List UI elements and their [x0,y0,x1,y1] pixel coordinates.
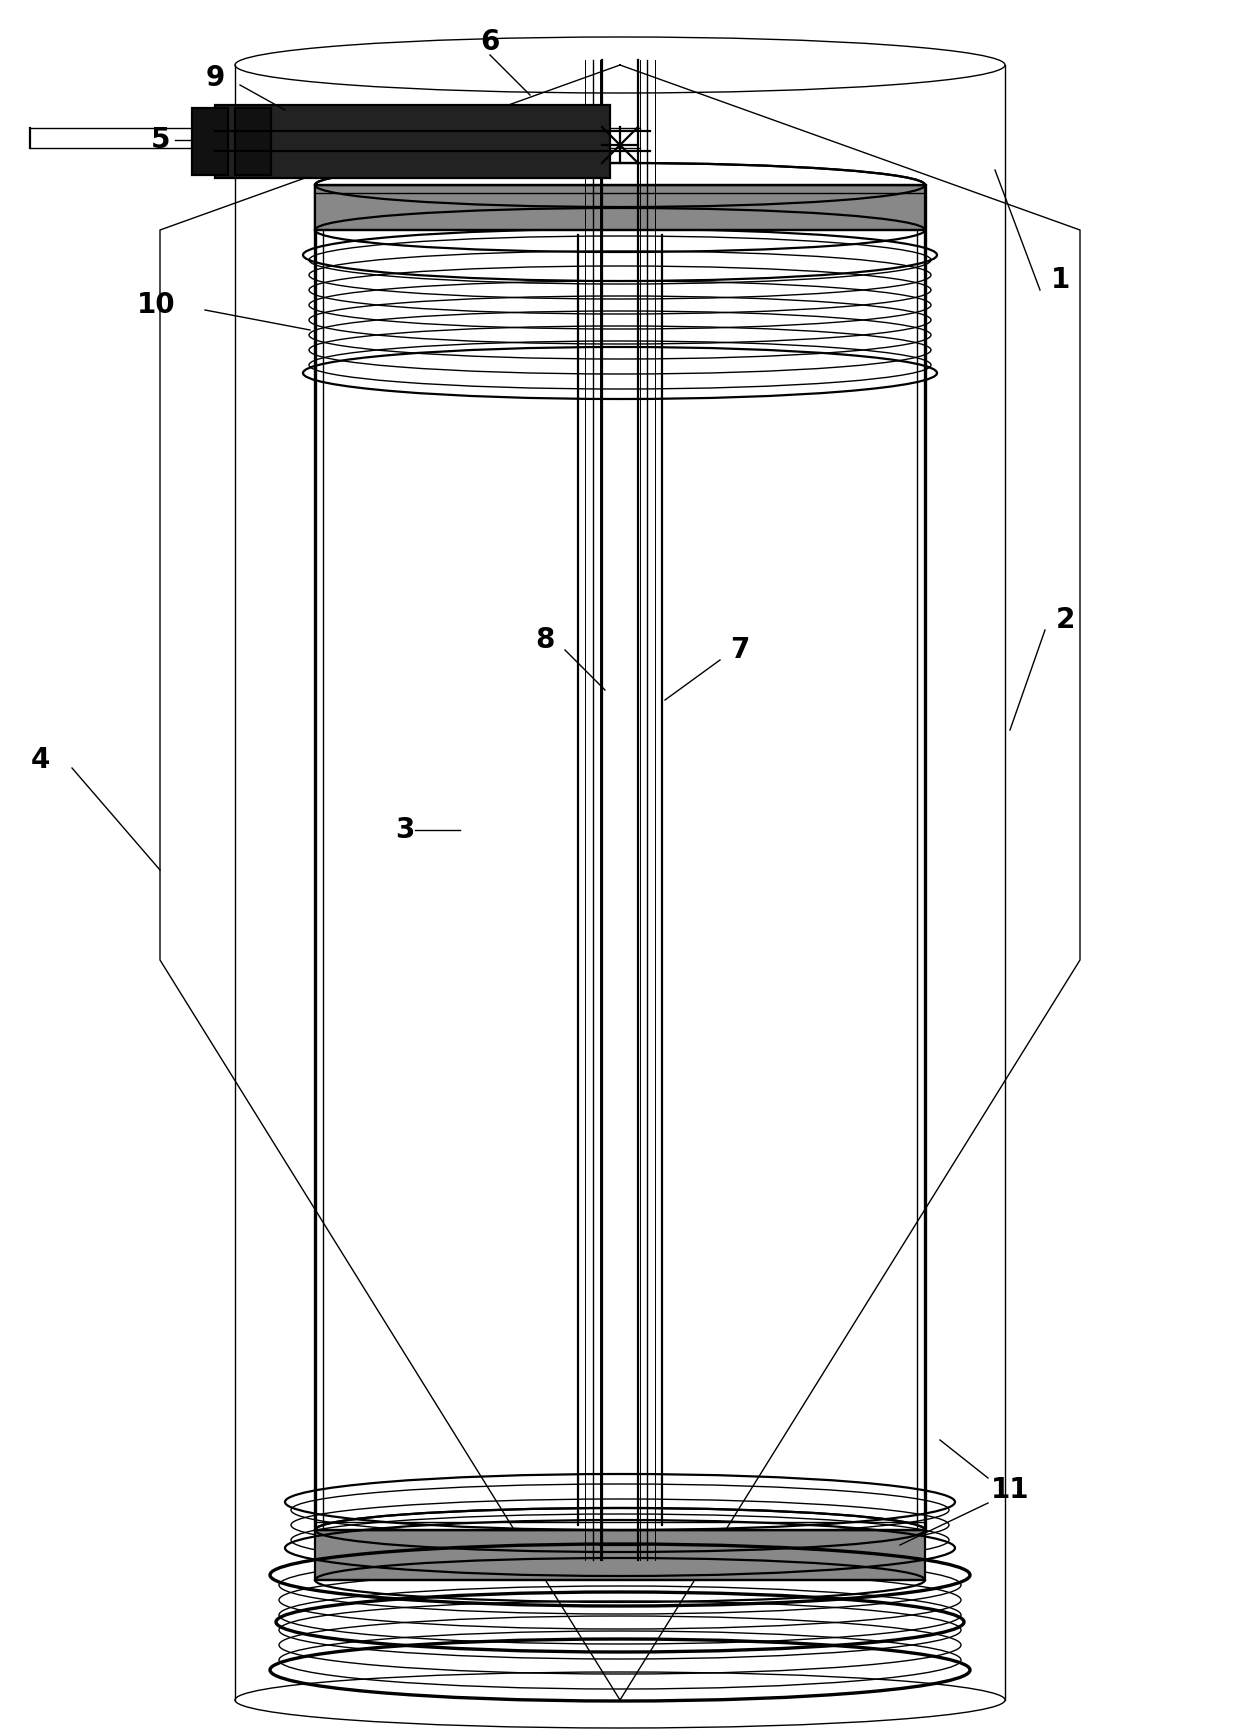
Text: 10: 10 [136,291,175,319]
Text: 2: 2 [1055,606,1075,634]
Bar [315,185,925,230]
Text: 3: 3 [396,816,414,843]
Bar [192,107,228,175]
Text: 5: 5 [150,126,170,154]
Bar [236,107,272,175]
Text: 11: 11 [991,1476,1029,1503]
Text: 9: 9 [206,64,224,92]
Text: 1: 1 [1050,267,1070,294]
Bar [215,106,610,178]
Text: 8: 8 [536,625,554,655]
Text: 7: 7 [730,636,750,663]
Text: 4: 4 [31,746,50,774]
Bar [315,1529,925,1580]
Text: 6: 6 [480,28,500,55]
